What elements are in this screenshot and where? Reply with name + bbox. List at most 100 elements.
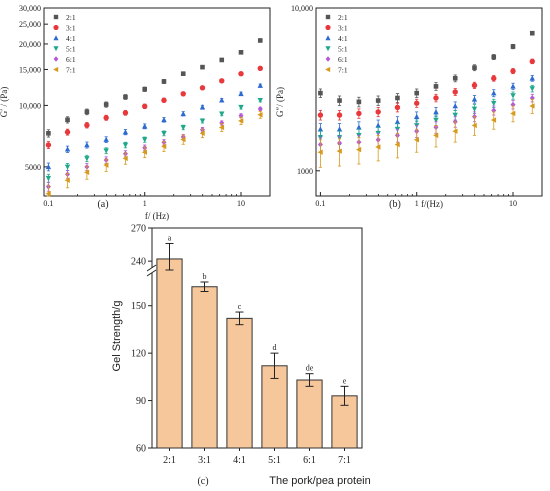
bar-3-1 bbox=[191, 286, 218, 449]
data-point bbox=[529, 30, 535, 36]
legend-marker-6-1 bbox=[53, 56, 59, 62]
data-point bbox=[375, 144, 381, 150]
data-point bbox=[103, 136, 109, 142]
category-label-3-1: 3:1 bbox=[198, 455, 211, 466]
data-point bbox=[122, 129, 129, 135]
data-point bbox=[529, 58, 535, 65]
data-point bbox=[529, 75, 535, 81]
data-point bbox=[64, 177, 70, 183]
data-point bbox=[238, 90, 244, 97]
data-point bbox=[84, 142, 90, 148]
significance-letter-3-1: b bbox=[203, 272, 207, 281]
y-tick-label-240: 240 bbox=[131, 257, 146, 268]
data-point bbox=[123, 94, 128, 100]
y-tick-label-20-000: 20,000 bbox=[19, 40, 41, 49]
data-point bbox=[45, 175, 52, 182]
data-point bbox=[471, 82, 478, 89]
data-point bbox=[510, 68, 516, 74]
legend-marker-3-1 bbox=[325, 24, 331, 31]
data-point bbox=[238, 118, 244, 124]
data-point bbox=[238, 112, 244, 119]
data-point bbox=[356, 124, 362, 130]
data-point bbox=[529, 103, 535, 109]
data-point bbox=[200, 64, 205, 70]
bar-6-1 bbox=[296, 379, 323, 449]
legend-marker-2-1 bbox=[53, 14, 59, 20]
series-6-1 bbox=[317, 93, 535, 153]
panel-b-y-axis-label: G″/ (Pa) bbox=[275, 87, 285, 117]
data-point bbox=[414, 100, 420, 106]
series-7-1 bbox=[317, 98, 535, 168]
data-point bbox=[257, 38, 263, 43]
data-point bbox=[375, 109, 381, 115]
legend-marker-4-1 bbox=[53, 35, 59, 41]
data-point bbox=[45, 163, 52, 170]
data-point bbox=[433, 132, 439, 139]
axis-break-mark bbox=[146, 264, 157, 272]
data-point bbox=[491, 107, 497, 114]
data-point bbox=[45, 190, 51, 197]
data-point bbox=[84, 156, 90, 162]
legend-marker-5-1 bbox=[325, 46, 331, 52]
legend-label-7-1: 7:1 bbox=[338, 66, 348, 75]
data-point bbox=[103, 148, 109, 154]
data-point bbox=[529, 86, 535, 92]
category-label-7-1: 7:1 bbox=[338, 455, 351, 466]
data-point bbox=[510, 44, 516, 49]
data-point bbox=[84, 109, 90, 115]
data-point bbox=[510, 83, 516, 89]
data-point bbox=[64, 129, 71, 135]
data-point bbox=[355, 146, 362, 153]
data-point bbox=[452, 112, 458, 118]
data-point bbox=[180, 71, 186, 76]
data-point bbox=[142, 103, 148, 110]
y-tick-label-60: 60 bbox=[136, 444, 146, 455]
panel-a-points bbox=[45, 38, 263, 197]
panel-c-axes: 2:1 3:1 4:1 5:1 6:1 7:1 60 90 120 150 240 270 bbox=[131, 224, 363, 466]
data-point bbox=[257, 65, 263, 71]
data-point bbox=[337, 98, 342, 103]
data-point bbox=[219, 111, 225, 117]
x-tick-label-1: 1 bbox=[143, 199, 147, 208]
bar-4-1 bbox=[226, 317, 253, 449]
data-point bbox=[491, 100, 497, 107]
legend-label-5-1: 5:1 bbox=[66, 45, 76, 54]
y-tick-label-10-000: 10,000 bbox=[291, 4, 313, 13]
data-point bbox=[122, 155, 128, 162]
data-point bbox=[199, 85, 206, 91]
panel-b-x-axis-label: f/(Hz) bbox=[421, 199, 443, 209]
panel-b-points bbox=[317, 30, 535, 168]
series-2-1 bbox=[318, 30, 535, 108]
legend-marker-4-1 bbox=[325, 35, 331, 41]
y-tick-label-25-000: 25,000 bbox=[19, 20, 41, 29]
significance-letter-7-1: e bbox=[343, 376, 347, 385]
data-point bbox=[471, 106, 478, 112]
panel-c-y-axis-label: Gel Strength/g bbox=[111, 301, 123, 372]
legend-marker-7-1 bbox=[53, 66, 59, 73]
panel-c-bars: a b c d de e bbox=[156, 233, 358, 449]
data-point bbox=[142, 123, 148, 129]
data-point bbox=[433, 109, 439, 115]
data-point bbox=[219, 78, 225, 84]
data-point bbox=[219, 120, 225, 126]
panel-c-x-axis-label: The pork/pea protein bbox=[269, 475, 371, 487]
data-point bbox=[83, 169, 90, 176]
data-point bbox=[471, 122, 477, 129]
panel-a-y-ticks: 5000 10,000 15,000 20,000 25,000 30,000 bbox=[19, 4, 48, 172]
category-label-6-1: 6:1 bbox=[303, 455, 316, 466]
data-point bbox=[161, 79, 167, 84]
category-label-5-1: 5:1 bbox=[268, 455, 281, 466]
data-point bbox=[394, 141, 400, 148]
legend-marker-6-1 bbox=[325, 56, 331, 62]
series-5-1 bbox=[317, 84, 535, 145]
data-point bbox=[103, 115, 109, 121]
data-point bbox=[356, 110, 362, 117]
data-point bbox=[64, 164, 71, 170]
category-label-2-1: 2:1 bbox=[163, 455, 176, 466]
panel-a-frame bbox=[43, 7, 271, 197]
data-point bbox=[317, 149, 323, 155]
data-point bbox=[218, 124, 225, 131]
data-point bbox=[452, 103, 458, 109]
data-point bbox=[356, 99, 362, 105]
